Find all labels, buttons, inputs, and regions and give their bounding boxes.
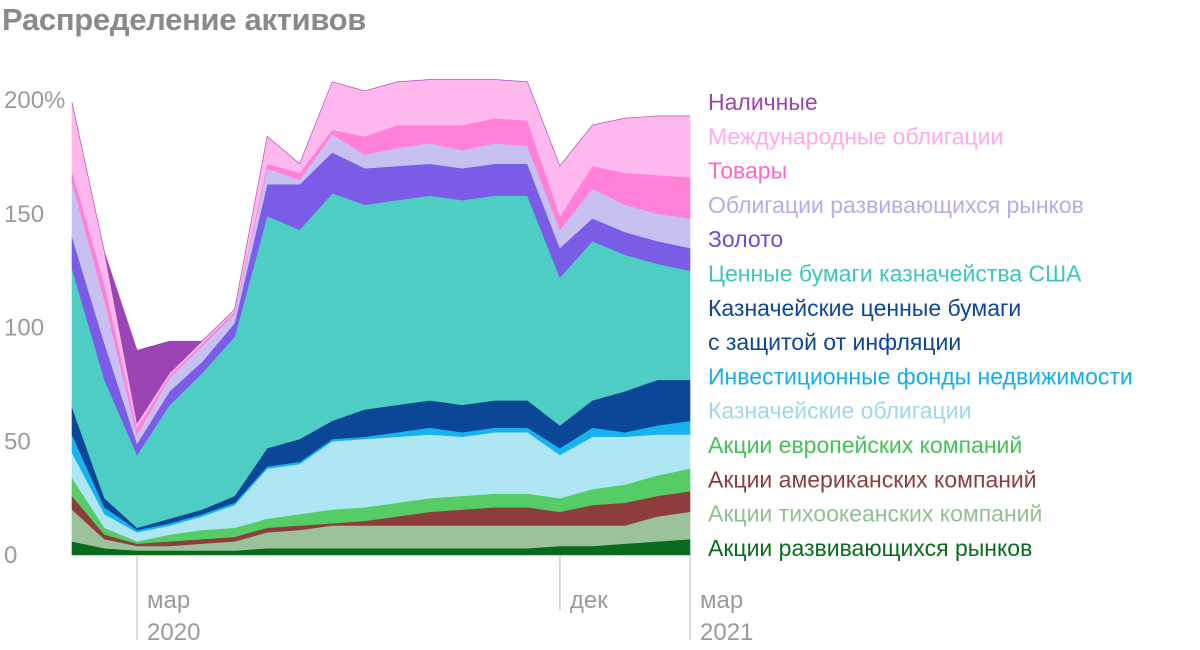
chart-title: Распределение активов [2,2,367,37]
y-tick-label: 200% [4,87,65,114]
y-tick-label: 0 [4,542,17,569]
legend: Наличные Международные облигации Товары Обл… [708,89,1133,561]
y-tick-label: 100 [4,315,44,342]
legend-entry: Товары [708,158,787,184]
legend-entry: Наличные [708,89,818,115]
legend-entry: Акции американских компаний [708,466,1037,492]
legend-entry: Международные облигации [708,123,1003,149]
y-axis: 200% 150 100 50 0 [4,87,65,569]
x-tick-sublabel: 2020 [147,619,200,646]
x-tick-sublabel: 2021 [700,619,753,646]
legend-entry: Инвестиционные фонды недвижимости [708,363,1133,389]
area-layers [71,79,691,556]
legend-entry: Акции европейских компаний [708,432,1022,458]
legend-entry: Акции тихоокеанских компаний [708,501,1042,527]
legend-entry: Ценные бумаги казначейства США [708,261,1082,287]
area-series-13 [71,79,690,424]
legend-entry: Казначейские облигации [708,398,971,424]
legend-entry: Облигации развивающихся рынков [708,192,1084,218]
legend-entry: Акции развивающихся рынков [708,535,1032,561]
legend-entry: Казначейские ценные бумаги [708,295,1021,321]
legend-entry: с защитой от инфляции [708,329,961,355]
y-tick-label: 50 [4,428,31,455]
y-tick-label: 150 [4,201,44,228]
x-tick-label: дек [570,587,608,614]
x-tick-label: мар [700,587,743,614]
legend-entry: Золото [708,226,783,252]
x-tick-label: мар [147,587,190,614]
x-axis: мар 2020 дек мар 2021 [136,555,753,646]
